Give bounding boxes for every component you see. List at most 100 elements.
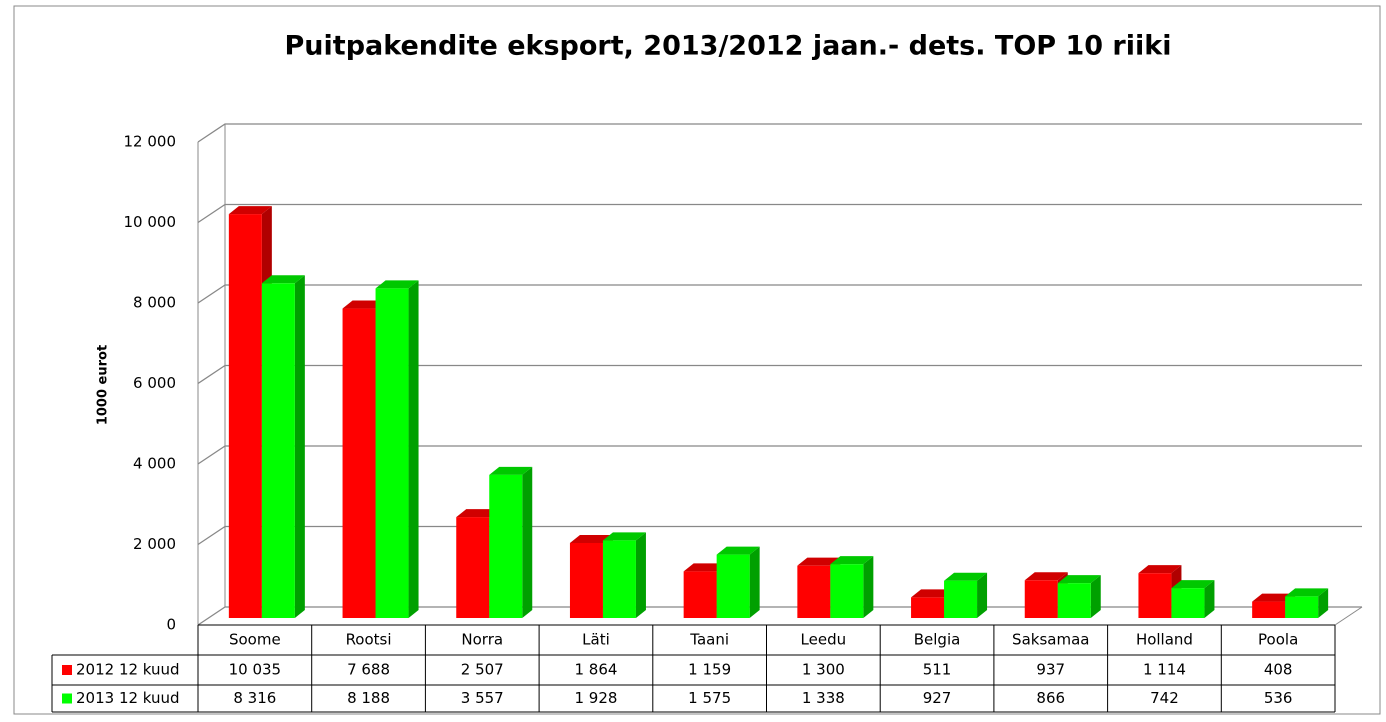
bar [489,474,523,618]
bar-side [635,532,646,618]
data-label: 408 [1264,661,1293,679]
y-tick-label: 2 000 [133,535,176,553]
x-tick-label: Belgia [914,631,961,649]
bar-top [683,563,727,572]
bar [1285,596,1319,618]
x-tick-label: Taani [689,631,729,649]
data-label: 1 928 [574,689,617,707]
data-label: 8 316 [233,689,276,707]
bar [716,554,750,618]
bar [1057,583,1091,618]
y-tick-label: 8 000 [133,294,176,312]
data-label: 7 688 [347,661,390,679]
bar-top [228,206,272,215]
bar-top [456,509,500,518]
bar [911,597,945,618]
bar [569,542,603,618]
bar-side [1090,575,1101,618]
bar [1024,580,1058,618]
bar-top [1057,575,1101,584]
x-tick-label: Poola [1258,631,1298,649]
x-tick-label: Läti [582,631,610,649]
bar [830,564,864,618]
bar-top [342,300,386,309]
x-tick-label: Saksamaa [1012,631,1089,649]
bar-top [944,572,988,581]
data-label: 927 [923,689,952,707]
bar-top [716,546,760,555]
data-label: 2 507 [461,661,504,679]
data-label: 1 300 [802,661,845,679]
bar [602,540,636,618]
bar-top [911,589,955,598]
bar-side [294,275,305,618]
legend-label: 2012 12 kuud [76,661,180,679]
bar-top [602,532,646,541]
bar [456,517,490,618]
bar-top [375,280,419,289]
bar-top [1252,593,1296,602]
bar-top [1171,580,1215,589]
bar [375,288,409,618]
data-label: 536 [1264,689,1293,707]
grid-line [197,123,1362,143]
bar [944,580,978,618]
bar-top [830,556,874,565]
bar-side [1318,588,1329,618]
bar [1252,601,1286,618]
x-tick-label: Rootsi [346,631,392,649]
x-tick-label: Soome [229,631,281,649]
y-tick-label: 4 000 [133,455,176,473]
data-label: 8 188 [347,689,390,707]
y-tick-label: 0 [166,616,176,634]
x-tick-label: Norra [461,631,503,649]
y-tick-label: 6 000 [133,374,176,392]
data-label: 937 [1036,661,1065,679]
data-label: 1 864 [574,661,617,679]
bar [261,283,295,618]
legend-key [62,693,72,704]
bar-top [1285,588,1329,597]
y-tick-label: 10 000 [124,213,177,231]
bar [228,214,262,618]
grid-line [197,203,1362,224]
bar-top [569,534,613,543]
bar-top [261,275,305,284]
bar-top [1138,565,1182,574]
grid-line [197,364,1362,385]
bar-side [522,466,533,618]
bar [342,308,376,618]
grid-line [197,445,1362,465]
bar-top [797,557,841,566]
y-axis-label: 1000 eurot [96,345,111,425]
y-tick-label: 12 000 [124,133,177,151]
bar [797,565,831,618]
bar-side [863,556,874,618]
data-label: 1 159 [688,661,731,679]
data-label: 3 557 [461,689,504,707]
data-label: 866 [1036,689,1065,707]
data-label: 1 575 [688,689,731,707]
bar-side [408,280,419,618]
bar-side [977,572,988,618]
grid-line [197,284,1362,304]
floor-edge [1334,606,1363,626]
legend-label: 2013 12 kuud [76,689,180,707]
data-label: 511 [923,661,952,679]
x-tick-label: Leedu [801,631,847,649]
bar [1171,588,1205,618]
bar [1138,573,1172,618]
data-label: 1 338 [802,689,845,707]
bar-top [1024,572,1068,581]
x-tick-label: Holland [1136,631,1193,649]
bar-side [749,546,760,618]
legend-key [62,665,72,675]
data-label: 742 [1150,689,1179,707]
data-label: 10 035 [229,661,282,679]
bar [683,571,717,618]
chart-title: Puitpakendite eksport, 2013/2012 jaan.- … [285,31,1172,62]
bar-top [489,466,533,475]
grid-line [197,525,1362,546]
bar-side [1204,580,1215,618]
